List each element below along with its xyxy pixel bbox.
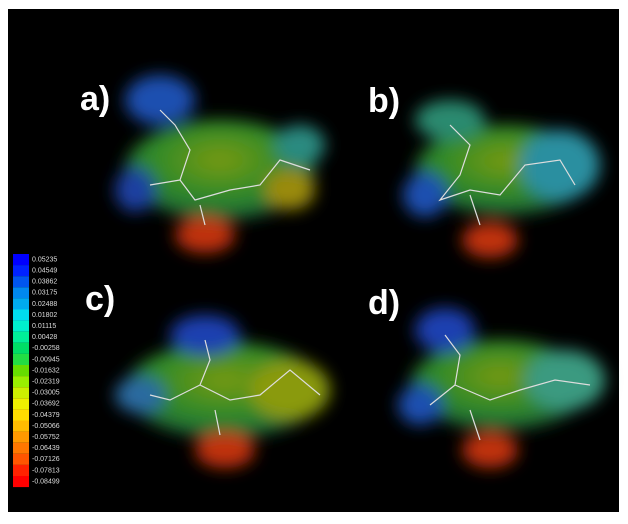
legend-label: -0.07813 <box>32 467 60 474</box>
legend-swatch <box>13 298 29 309</box>
legend-label: 0.04549 <box>32 267 57 274</box>
legend-label: -0.07126 <box>32 456 60 463</box>
legend-label: -0.02319 <box>32 378 60 385</box>
legend-label: -0.04379 <box>32 412 60 419</box>
legend-swatch <box>13 421 29 432</box>
panel-label: a) <box>80 80 110 118</box>
legend-label: -0.08499 <box>32 478 60 485</box>
legend-swatch <box>13 265 29 276</box>
legend-label: 0.03175 <box>32 290 57 297</box>
legend-label: 0.01115 <box>32 323 56 330</box>
figure: a) b) c) d) 0.05235 0.04549 0.03862 0.03175 0.0… <box>0 0 628 524</box>
legend-swatch <box>13 409 29 420</box>
legend-label: 0.05235 <box>32 256 57 263</box>
legend-swatch <box>13 465 29 476</box>
legend-swatch <box>13 376 29 387</box>
legend-label: 0.00428 <box>32 334 57 341</box>
legend-swatch <box>13 443 29 454</box>
legend-swatch <box>13 332 29 343</box>
legend-swatch <box>13 432 29 443</box>
legend-swatch <box>13 343 29 354</box>
panel-label: d) <box>368 284 400 322</box>
legend-swatch <box>13 398 29 409</box>
legend-swatch <box>13 276 29 287</box>
legend-swatch <box>13 254 29 265</box>
legend-label: 0.03862 <box>32 279 57 286</box>
legend-swatch <box>13 287 29 298</box>
legend-label: -0.01632 <box>32 367 60 374</box>
legend-label: -0.06439 <box>32 445 60 452</box>
legend-swatch <box>13 321 29 332</box>
legend-label: 0.01802 <box>32 312 57 319</box>
legend-label: 0.02488 <box>32 301 57 308</box>
legend-label: -0.00258 <box>32 345 60 352</box>
legend-swatch <box>13 365 29 376</box>
legend-swatch <box>13 354 29 365</box>
legend-label: -0.05066 <box>32 423 60 430</box>
legend-swatch <box>13 310 29 321</box>
legend-label: -0.05752 <box>32 434 60 441</box>
legend-label: -0.03692 <box>32 401 60 408</box>
legend-label: -0.00945 <box>32 356 60 363</box>
legend-swatch <box>13 454 29 465</box>
legend-label: -0.03005 <box>32 390 60 397</box>
panel-label: b) <box>368 82 400 120</box>
panel-label: c) <box>85 280 115 318</box>
legend-swatch <box>13 387 29 398</box>
legend-swatch <box>13 476 29 487</box>
